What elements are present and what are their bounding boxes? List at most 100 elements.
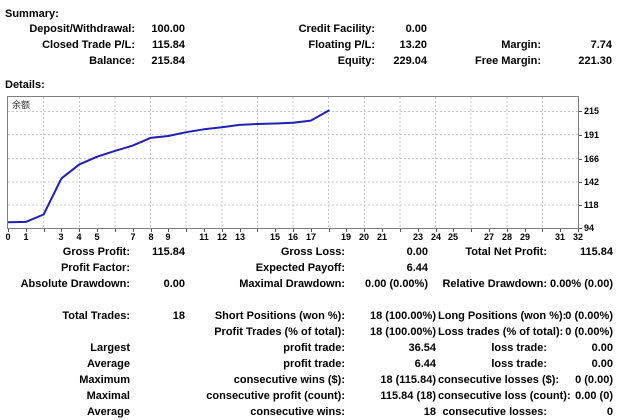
stat-row: Total Trades: 18 Short Positions (won %): 1…	[0, 310, 620, 323]
y-axis-tick	[579, 159, 582, 160]
x-axis-tick	[168, 229, 169, 232]
stat-value: 18	[172, 310, 185, 322]
stat-label: consecutive loss (count):	[438, 390, 571, 402]
stat-label: Largest	[90, 342, 130, 354]
balance-chart-canvas	[8, 97, 578, 228]
stat-label: Equity:	[337, 55, 375, 67]
stat-row: Absolute Drawdown: 0.00 Maximal Drawdown: 0…	[0, 278, 620, 291]
x-axis-tick	[560, 229, 561, 232]
stat-value: 0.00	[406, 246, 428, 258]
stat-label: Average	[86, 358, 130, 370]
x-axis-label: 4	[76, 232, 82, 242]
x-axis-label: 11	[199, 232, 209, 242]
x-axis-label: 16	[287, 232, 299, 242]
y-axis-tick	[579, 228, 582, 229]
x-axis-tick	[222, 229, 223, 232]
x-axis-tick	[436, 229, 437, 232]
y-axis-label: 94	[584, 223, 595, 233]
y-axis-label: 118	[584, 200, 599, 210]
x-axis-label: 25	[447, 232, 459, 242]
stat-row: Maximum consecutive wins ($): 18 (115.84) c…	[0, 374, 620, 387]
stat-label: Credit Facility:	[298, 23, 375, 35]
stat-label: profit trade:	[283, 342, 345, 354]
stat-label: Gross Profit:	[62, 246, 130, 258]
stat-value: 0	[606, 406, 613, 418]
balance-chart: 余额	[7, 96, 579, 229]
x-axis-label: 9	[165, 232, 171, 242]
stat-row: Average profit trade: 6.44 loss trade: 0.00	[0, 358, 620, 371]
stat-value: 0.00 (0.00%)	[365, 278, 428, 290]
stat-value: 0.00	[163, 278, 185, 290]
x-axis-tick	[400, 229, 401, 232]
stat-value: 215.84	[151, 55, 185, 67]
stat-value: 115.84	[151, 246, 185, 258]
stat-label: Absolute Drawdown:	[20, 278, 130, 290]
stat-label: Maximal Drawdown:	[239, 278, 345, 290]
y-axis-tick	[579, 111, 582, 112]
stat-label: consecutive profit (count):	[206, 390, 345, 402]
x-axis-tick	[8, 229, 9, 232]
x-axis-label: 3	[58, 232, 64, 242]
x-axis-tick	[507, 229, 508, 232]
x-axis-tick	[346, 229, 347, 232]
x-axis-tick	[578, 229, 579, 232]
x-axis-label: 0	[5, 232, 11, 242]
stat-row: Closed Trade P/L: 115.84 Floating P/L: 13.2…	[0, 39, 620, 52]
x-axis-label: 28	[501, 232, 513, 242]
stat-label: consecutive losses ($):	[438, 374, 560, 386]
x-axis-tick	[61, 229, 62, 232]
stat-value: 221.30	[578, 55, 612, 67]
stat-label: consecutive wins ($):	[233, 374, 345, 386]
stat-value: 18 (115.84)	[380, 374, 436, 386]
x-axis-label: 32	[572, 232, 584, 242]
stat-value: 18 (100.00%)	[369, 326, 436, 338]
x-axis-tick	[151, 229, 152, 232]
stat-value: 7.74	[590, 39, 612, 51]
x-axis-label: 12	[216, 232, 228, 242]
stat-value: 0 (0.00%)	[565, 310, 613, 322]
x-axis-tick	[525, 229, 526, 232]
stat-value: 0.00	[591, 358, 613, 370]
stat-label: Profit Factor:	[60, 262, 130, 274]
stat-value: 6.44	[414, 358, 436, 370]
stat-value: 115.84	[579, 246, 613, 258]
x-axis-tick	[418, 229, 419, 232]
x-axis-tick	[329, 229, 330, 232]
stat-row: Gross Profit: 115.84 Gross Loss: 0.00 Total …	[0, 246, 620, 259]
stat-row: Maximal consecutive profit (count): 115.84…	[0, 390, 620, 403]
stat-value: 0.00	[405, 23, 427, 35]
x-axis-tick	[26, 229, 27, 232]
x-axis-tick	[115, 229, 116, 232]
stat-label: Long Positions (won %):	[438, 310, 567, 322]
stat-label: Floating P/L:	[308, 39, 375, 51]
stat-label: Maximum	[79, 374, 130, 386]
summary-heading: Summary:	[5, 8, 59, 20]
stat-value: 18	[423, 406, 436, 418]
y-axis-label: 191	[584, 130, 600, 140]
stat-row: Deposit/Withdrawal: 100.00 Credit Facility…	[0, 23, 620, 36]
chart-series-label: 余额	[12, 100, 31, 110]
stat-label: Deposit/Withdrawal:	[29, 23, 135, 35]
stat-value: 0.00% (0.00)	[550, 278, 613, 290]
x-axis-tick	[382, 229, 383, 232]
x-axis-label: 17	[305, 232, 317, 242]
x-axis-tick	[471, 229, 472, 232]
stat-row: Balance: 215.84 Equity: 229.04 Free Margin: 2…	[0, 55, 620, 68]
stat-label: Expected Payoff:	[255, 262, 345, 274]
stat-label: profit trade:	[283, 358, 345, 370]
stat-label: consecutive losses:	[442, 406, 547, 418]
x-axis-label: 15	[269, 232, 281, 242]
x-axis-tick	[311, 229, 312, 232]
x-axis-tick	[97, 229, 98, 232]
x-axis-label: 27	[483, 232, 495, 242]
stat-value: 13.20	[399, 39, 427, 51]
x-axis-label: 20	[358, 232, 370, 242]
balance-line	[8, 109, 330, 224]
y-axis-tick	[579, 135, 582, 136]
stat-row: Average consecutive wins: 18 consecutive lo…	[0, 406, 620, 419]
stat-value: 0.00	[591, 342, 613, 354]
stat-label: Balance:	[89, 55, 135, 67]
stat-value: 18 (100.00%)	[369, 310, 436, 322]
x-axis-tick	[275, 229, 276, 232]
